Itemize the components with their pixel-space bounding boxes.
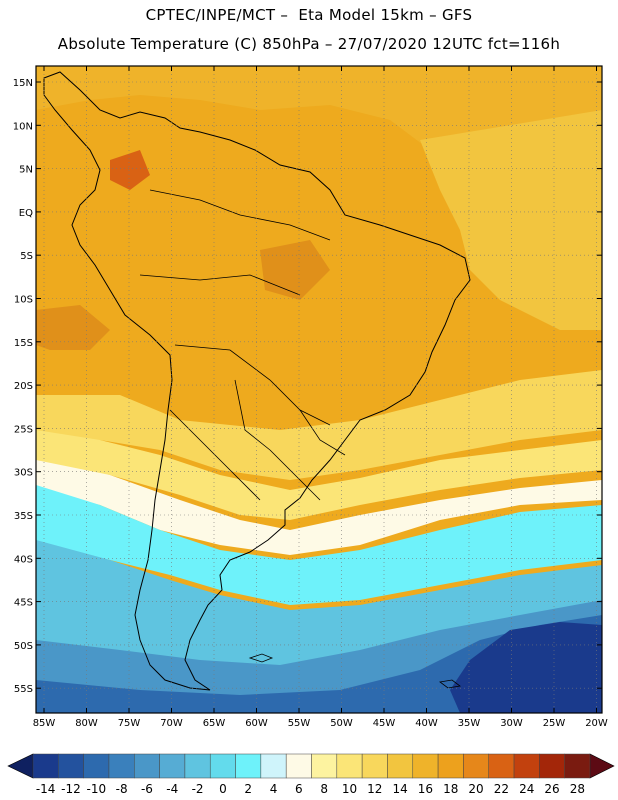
colorbar-swatch <box>159 753 186 779</box>
colorbar: -14 -12 -10 -8 -6 -4 -2 0 2 4 6 8 10 12 14 16 18 20 22 24 26… <box>7 753 615 796</box>
colorbar-tick-label: 4 <box>270 782 278 796</box>
colorbar-low-arrow <box>7 753 34 779</box>
colorbar-swatch <box>437 753 464 779</box>
north-ocean-band <box>36 66 602 250</box>
colorbar-swatch <box>83 753 110 779</box>
colorbar-tick-label: 24 <box>519 782 534 796</box>
colorbar-swatch <box>58 753 84 779</box>
latitude-label: 40S <box>14 554 33 565</box>
colorbar-swatch <box>361 753 388 779</box>
longitude-label: 25W <box>543 718 566 729</box>
colorbar-swatch <box>32 753 59 779</box>
colorbar-tick-label: 0 <box>219 782 227 796</box>
latitude-label: 20S <box>14 381 33 392</box>
latitude-label: 10N <box>13 121 33 132</box>
island-outline <box>248 653 461 689</box>
longitude-label: 70W <box>160 718 183 729</box>
colorbar-swatch <box>513 753 540 779</box>
colorbar-swatch <box>463 753 489 779</box>
latitude-label: EQ <box>19 208 33 219</box>
pale-belt <box>36 460 602 555</box>
colorbar-swatch <box>285 753 312 779</box>
colorbar-high-arrow <box>589 753 615 779</box>
latitude-label: 30S <box>14 468 33 479</box>
colorbar-tick-label: 10 <box>342 782 357 796</box>
longitude-label: 35W <box>458 718 481 729</box>
colorbar-tick-label: 26 <box>544 782 559 796</box>
latitude-label: 35S <box>14 511 33 522</box>
colorbar-tick-label: -12 <box>61 782 81 796</box>
longitude-labels: 85W 80W 75W 70W 65W 60W 55W 50W 45W 40W 35W 30W 25W 2… <box>33 718 608 729</box>
colorbar-swatch <box>488 753 515 779</box>
colorbar-swatch <box>134 753 160 779</box>
longitude-label: 20W <box>585 718 608 729</box>
longitude-label: 45W <box>373 718 396 729</box>
latitude-label: 45S <box>14 598 33 609</box>
title-line-2: Absolute Temperature (C) 850hPa – 27/07/… <box>57 35 561 53</box>
colorbar-swatch <box>412 753 439 779</box>
title-line-1: CPTEC/INPE/MCT – Eta Model 15km – GFS <box>145 6 473 24</box>
colorbar-tick-label: 6 <box>295 782 303 796</box>
colorbar-tick-label: 20 <box>468 782 483 796</box>
colorbar-swatch <box>184 753 211 779</box>
colorbar-tick-label: 18 <box>443 782 458 796</box>
colorbar-swatch <box>209 753 236 779</box>
hot-spot-colombia <box>110 150 150 190</box>
continent-outline <box>43 71 471 691</box>
colorbar-swatch <box>260 753 287 779</box>
longitude-label: 40W <box>415 718 438 729</box>
yellow-belt <box>36 370 602 480</box>
colorbar-swatch <box>336 753 363 779</box>
latitude-label: 50S <box>14 641 33 652</box>
colorbar-tick-label: 8 <box>320 782 328 796</box>
longitude-label: 50W <box>330 718 353 729</box>
colorbar-tick-label: -2 <box>192 782 204 796</box>
longitude-label: 65W <box>203 718 226 729</box>
colorbar-tick-label: -6 <box>141 782 153 796</box>
latitude-label: 25S <box>14 424 33 435</box>
longitude-label: 60W <box>245 718 268 729</box>
colorbar-tick-label: -8 <box>116 782 128 796</box>
latitude-label: 55S <box>14 684 33 695</box>
colorbar-swatch <box>387 753 414 779</box>
latitude-label: 10S <box>14 295 33 306</box>
colorbar-swatch <box>564 753 591 779</box>
colorbar-tick-label: 14 <box>392 782 407 796</box>
longitude-label: 55W <box>288 718 311 729</box>
latitude-label: 5S <box>20 251 33 262</box>
temperature-field <box>36 66 602 713</box>
axis-ticks <box>36 66 602 713</box>
latitude-label: 15N <box>13 78 33 89</box>
colorbar-swatch <box>311 753 338 779</box>
pacific-patch <box>36 305 110 350</box>
colorbar-tick-label: -10 <box>86 782 106 796</box>
colorbar-tick-label: 12 <box>367 782 382 796</box>
country-borders <box>139 189 346 501</box>
colorbar-tick-label: 22 <box>494 782 509 796</box>
colorbar-tick-label: 16 <box>418 782 433 796</box>
colorbar-tick-label: -14 <box>36 782 56 796</box>
colorbar-swatch <box>108 753 135 779</box>
longitude-label: 30W <box>500 718 523 729</box>
longitude-label: 75W <box>118 718 141 729</box>
colorbar-swatch <box>539 753 565 779</box>
longitude-label: 80W <box>75 718 98 729</box>
latitude-label: 15S <box>14 338 33 349</box>
latitude-label: 5N <box>19 165 33 176</box>
colorbar-tick-label: 28 <box>570 782 585 796</box>
colorbar-tick-label: 2 <box>244 782 252 796</box>
longitude-label: 85W <box>33 718 56 729</box>
map-frame <box>35 65 603 714</box>
atlantic-yellow <box>420 110 602 330</box>
light-yellow-belt <box>36 430 602 520</box>
latitude-labels: 15N 10N 5N EQ 5S 10S 15S 20S 25S 30S 35S 40S 45S 50S 5… <box>13 78 33 695</box>
colorbar-swatch <box>235 753 262 779</box>
cyan-light-belt <box>36 485 602 605</box>
colorbar-tick-label: -4 <box>166 782 178 796</box>
